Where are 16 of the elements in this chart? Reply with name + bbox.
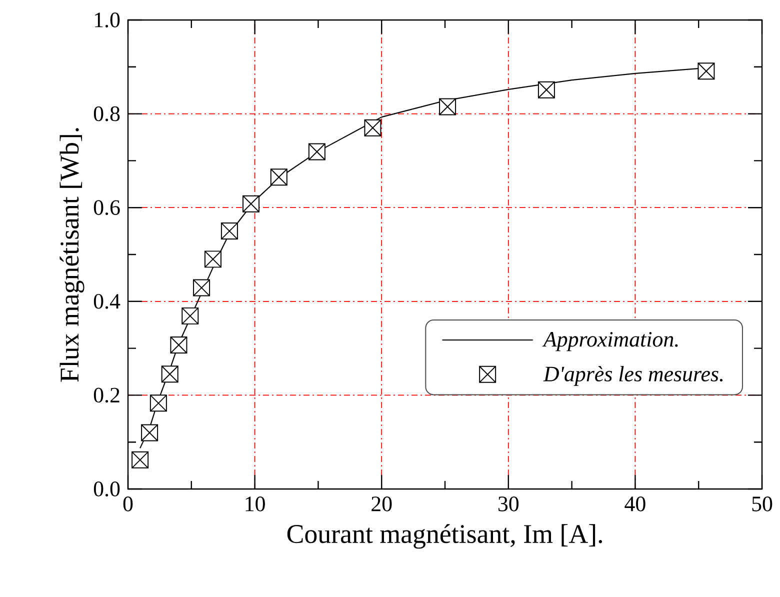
x-tick-label: 0: [123, 496, 133, 512]
x-tick-label: 10: [246, 496, 265, 512]
legend-label: D'après les mesures.: [543, 366, 723, 386]
x-tick-label: 50: [752, 496, 772, 512]
legend-label: Approximation.: [542, 332, 678, 352]
x-tick-label: 30: [498, 496, 519, 512]
y-axis-title: Flux magnétisant [Wb].: [60, 128, 84, 382]
y-tick-label: 0.8: [94, 106, 120, 122]
y-tick-label: 0.4: [94, 294, 120, 309]
x-tick-label: 40: [624, 496, 646, 512]
y-tick-label: 1.0: [95, 12, 120, 28]
x-tick-label: 20: [372, 496, 392, 512]
y-tick-label: 0.6: [94, 200, 120, 216]
x-axis-title: Courant magnétisant, Im [A].: [287, 524, 602, 549]
y-tick-label: 0.0: [94, 482, 120, 496]
y-tick-label: 0.2: [94, 388, 120, 403]
